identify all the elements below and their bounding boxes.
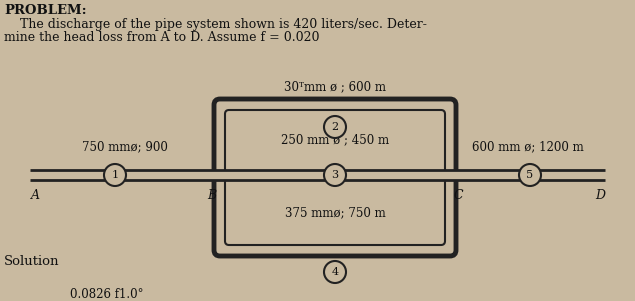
Text: 5: 5 [526,170,533,180]
Circle shape [324,116,346,138]
Text: PROBLEM:: PROBLEM: [4,4,86,17]
Text: mine the head loss from A to D. Assume f = 0.020: mine the head loss from A to D. Assume f… [4,31,319,44]
Text: 3: 3 [331,170,338,180]
Text: 4: 4 [331,267,338,277]
Circle shape [324,261,346,283]
Text: D: D [595,189,605,202]
Text: B: B [208,189,217,202]
Text: 750 mmø; 900: 750 mmø; 900 [82,140,168,153]
Text: Solution: Solution [4,255,60,268]
Circle shape [104,164,126,186]
Text: 375 mmø; 750 m: 375 mmø; 750 m [284,206,385,219]
Text: 1: 1 [111,170,119,180]
Circle shape [324,164,346,186]
Text: C: C [453,189,463,202]
Text: 250 mm ø ; 450 m: 250 mm ø ; 450 m [281,134,389,147]
Text: 0.0826 f1.0°: 0.0826 f1.0° [70,288,144,301]
Circle shape [519,164,541,186]
Text: 2: 2 [331,122,338,132]
Text: 600 mm ø; 1200 m: 600 mm ø; 1200 m [472,140,584,153]
Text: The discharge of the pipe system shown is 420 liters/sec. Deter-: The discharge of the pipe system shown i… [4,18,427,31]
Text: A: A [30,189,39,202]
Text: 30ᵀmm ø ; 600 m: 30ᵀmm ø ; 600 m [284,80,386,93]
